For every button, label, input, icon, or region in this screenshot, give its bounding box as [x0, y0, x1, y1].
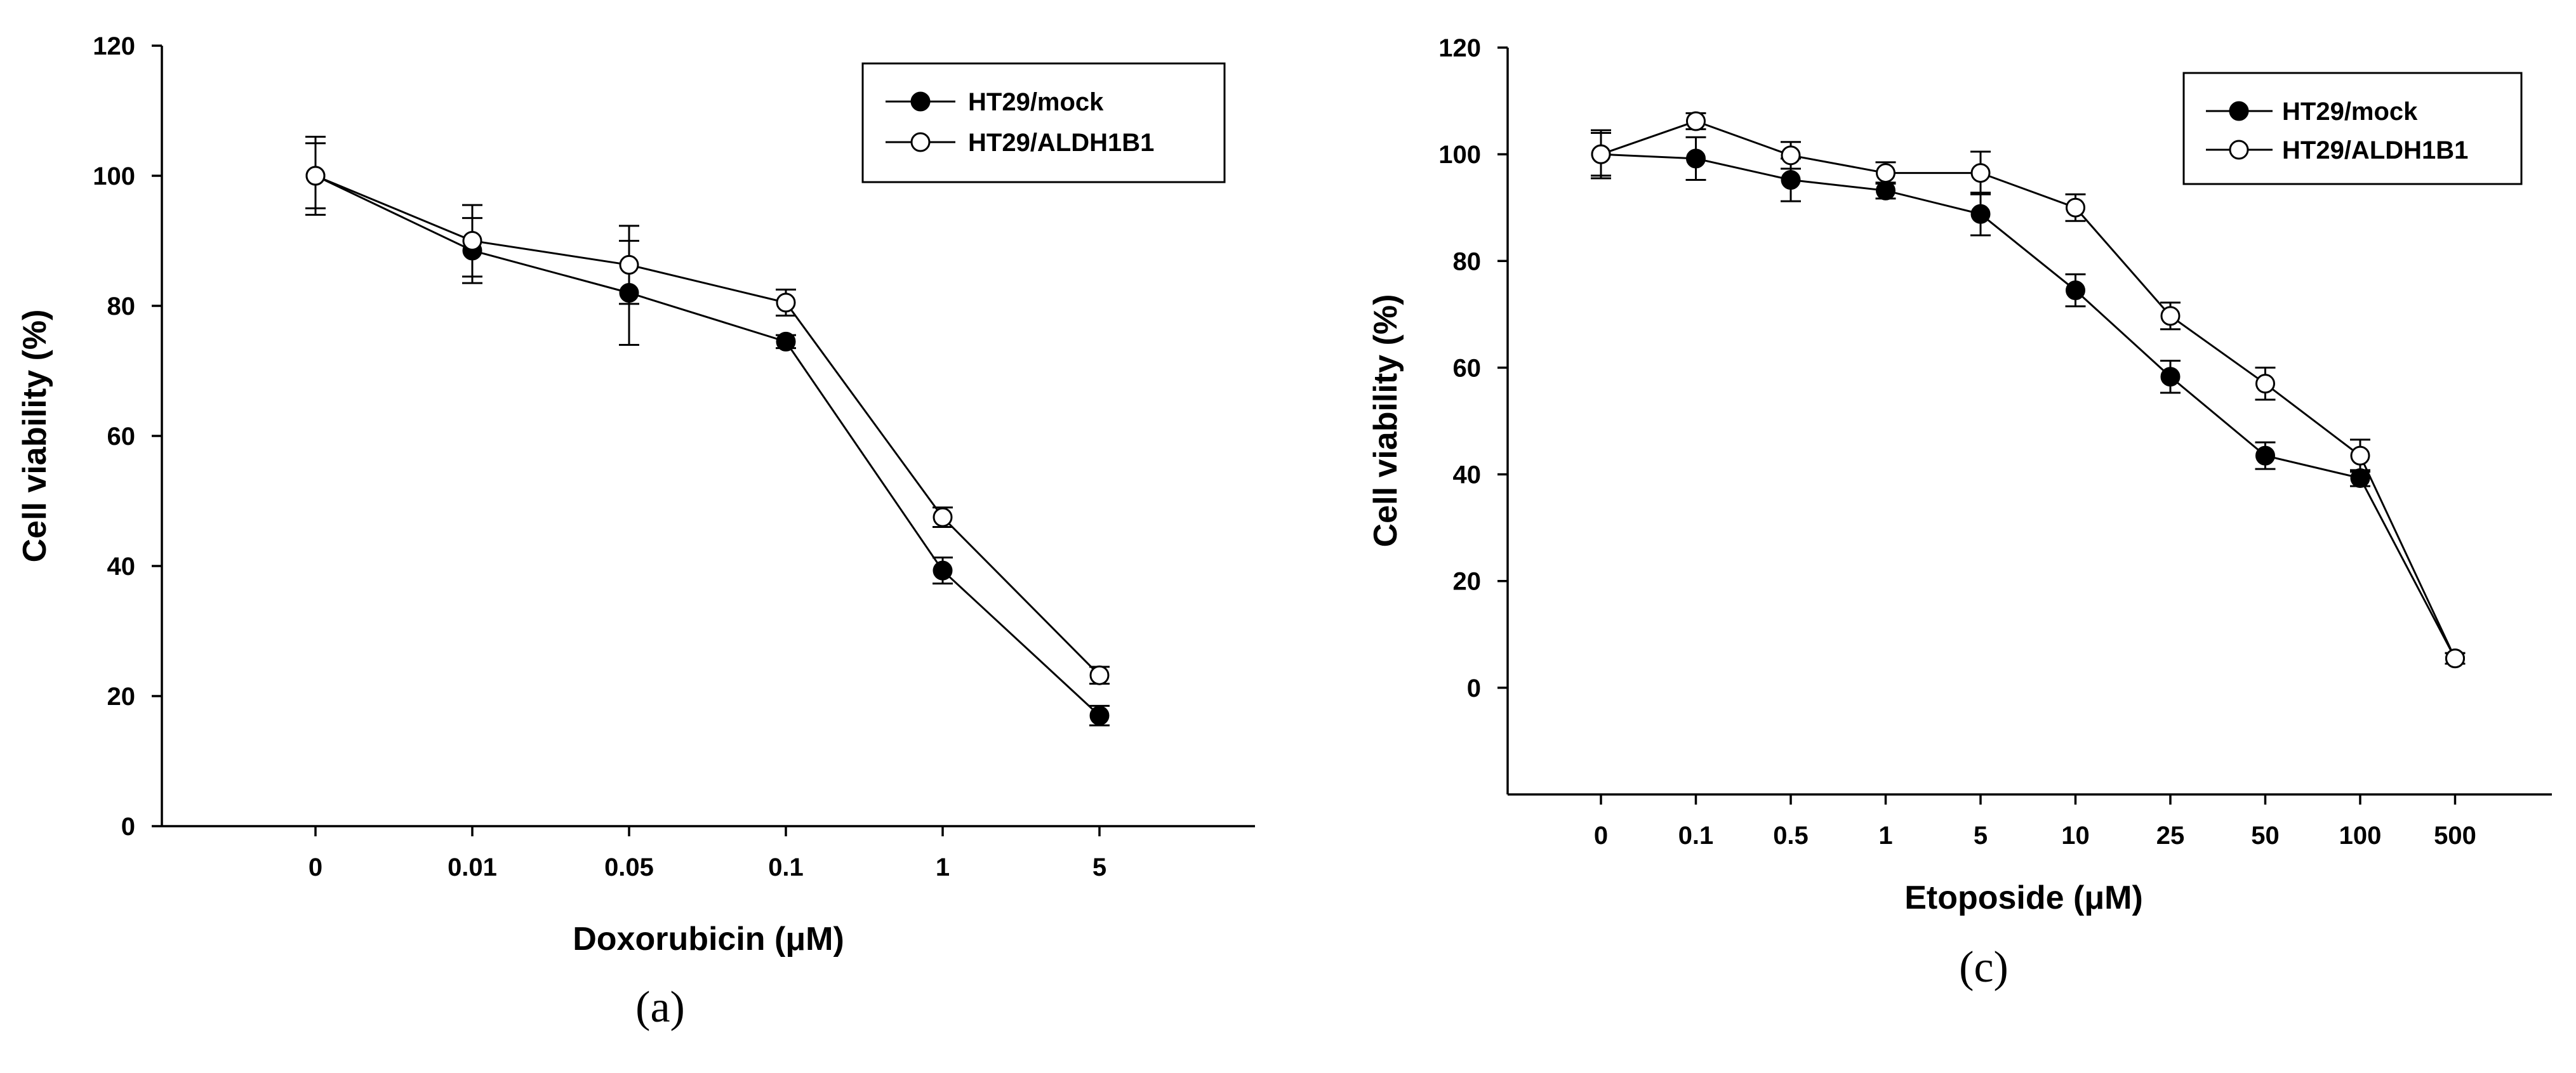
panel-c-y-tick-label: 60	[1453, 354, 1482, 382]
panel-c-y-axis-label: Cell viability (%)	[1367, 294, 1404, 548]
panel-c-point-mock	[1970, 204, 1991, 224]
panel-c-point-mock	[2350, 468, 2370, 488]
panel-c-x-tick-label: 0.5	[1773, 822, 1809, 850]
panel-a-y-tick-label: 80	[107, 293, 136, 320]
panel-c-x-tick-label: 0.1	[1678, 822, 1714, 850]
panel-c-x-tick-label: 500	[2434, 822, 2476, 850]
panel-c-y-tick-label: 80	[1453, 247, 1482, 275]
panel-a-point-mock	[619, 283, 639, 303]
panel-c-point-mock	[1781, 169, 1801, 190]
panel-a-x-tick-label: 5	[1092, 853, 1106, 881]
panel-a-legend: HT29/mock HT29/ALDH1B1	[861, 62, 1226, 183]
panel-a-label: (a)	[635, 983, 685, 1032]
panel-a-y-tick-label: 120	[93, 32, 135, 60]
panel-c-x-tick-label: 0	[1594, 822, 1608, 850]
panel-c-x-tick-label: 100	[2339, 822, 2382, 850]
panel-a-legend-label-mock: HT29/mock	[968, 88, 1104, 116]
panel-a-point-aldh	[619, 254, 639, 275]
panel-c-legend-label-mock: HT29/mock	[2282, 98, 2418, 126]
panel-a-series-line-mock	[315, 174, 1101, 716]
panel-c-series-line-mock	[1600, 153, 2456, 659]
panel-c-y-tick-label: 120	[1438, 34, 1481, 62]
panel-c-point-mock	[2066, 280, 2085, 301]
panel-c-x-axis-label: Etoposide (μM)	[1904, 879, 2143, 916]
panel-c-point-aldh	[2445, 648, 2465, 669]
panel-a-point-aldh	[1089, 665, 1110, 685]
panel-c-point-aldh	[1876, 163, 1895, 183]
panel-c-point-mock	[1686, 148, 1706, 169]
panel-a-series-line-aldh	[315, 174, 1101, 676]
panel-c-x-tick-label: 25	[2156, 822, 2185, 850]
panel-a-y-tick-label: 40	[107, 553, 136, 581]
panel-c-point-aldh	[1591, 144, 1611, 164]
panel-a-series	[305, 136, 1110, 727]
panel-c-legend-marker-aldh	[2229, 140, 2249, 160]
panel-a-point-aldh	[933, 507, 953, 527]
panel-a-point-mock	[933, 560, 953, 581]
panel-c-x-tick-label: 50	[2251, 822, 2280, 850]
panel-c-point-aldh	[2160, 306, 2181, 326]
panel-a-y-tick-label: 60	[107, 423, 136, 451]
panel-a-x-axis-label: Doxorubicin (μM)	[573, 921, 844, 958]
panel-a-point-aldh	[462, 231, 482, 251]
panel-a-x-tick-label: 1	[936, 853, 950, 881]
panel-c-y-tick-label: 0	[1467, 675, 1481, 702]
panel-a-legend-label-aldh: HT29/ALDH1B1	[968, 129, 1154, 157]
panel-c-x-tick-label: 1	[1878, 822, 1892, 850]
panel-c-series	[1591, 111, 2466, 669]
panel-a-y-axis-label: Cell viability (%)	[17, 310, 53, 563]
chart-panel-c: 0 20 40 60 80 100 120 0 0.1 0.5 1 5 10 25 50 100 500 Et…	[1367, 34, 2552, 992]
panel-c-y-tick-label: 20	[1453, 568, 1482, 596]
panel-a-x-ticks: 0 0.01 0.05 0.1 1 5	[309, 826, 1106, 881]
panel-a-point-aldh	[305, 166, 326, 186]
panel-c-point-aldh	[2350, 445, 2370, 466]
panel-c-legend-marker-mock	[2229, 101, 2249, 121]
panel-c-point-aldh	[1686, 111, 1706, 131]
panel-a-y-tick-label: 20	[107, 683, 136, 711]
panel-a-x-tick-label: 0.1	[768, 853, 804, 881]
panel-a-x-tick-label: 0.05	[604, 853, 654, 881]
panel-c-series-line-aldh	[1600, 120, 2456, 659]
panel-c-label: (c)	[1959, 943, 2008, 992]
panel-c-x-tick-label: 10	[2061, 822, 2090, 850]
panel-c-point-aldh	[2066, 197, 2085, 218]
panel-c-point-aldh	[1970, 163, 1991, 183]
panel-a-point-mock	[1089, 706, 1110, 726]
panel-c-point-mock	[2160, 367, 2181, 387]
panel-c-y-ticks: 0 20 40 60 80 100 120	[1438, 34, 1508, 702]
panel-c-y-tick-label: 100	[1438, 141, 1481, 169]
panel-a-point-aldh	[776, 293, 796, 313]
panel-a-legend-marker-aldh	[910, 132, 931, 152]
panel-c-y-tick-label: 40	[1453, 461, 1482, 489]
panel-c-legend-label-aldh: HT29/ALDH1B1	[2282, 136, 2468, 164]
chart-panel-a: 0 20 40 60 80 100 120 0 0.01 0.05 0.1 1 5 Doxorubic…	[17, 32, 1255, 1032]
panel-a-legend-marker-mock	[910, 91, 931, 112]
panel-a-y-tick-label: 0	[121, 813, 135, 841]
panel-a-x-tick-label: 0	[309, 853, 322, 881]
panel-a-legend-box	[861, 62, 1226, 183]
panel-c-point-aldh	[1781, 145, 1801, 166]
panel-a-point-mock	[776, 331, 796, 352]
panel-c-point-mock	[2255, 445, 2275, 466]
panel-c-legend-box	[2182, 72, 2523, 185]
panel-a-x-tick-label: 0.01	[448, 853, 497, 881]
panel-c-point-mock	[1876, 180, 1895, 201]
panel-c-legend: HT29/mock HT29/ALDH1B1	[2182, 72, 2523, 185]
panel-c-x-ticks: 0 0.1 0.5 1 5 10 25 50 100 500	[1594, 794, 2476, 850]
panel-c-x-tick-label: 5	[1974, 822, 1988, 850]
panel-c-point-aldh	[2255, 374, 2275, 394]
panel-a-y-ticks: 0 20 40 60 80 100 120	[93, 32, 162, 841]
panel-a-y-tick-label: 100	[93, 162, 135, 190]
